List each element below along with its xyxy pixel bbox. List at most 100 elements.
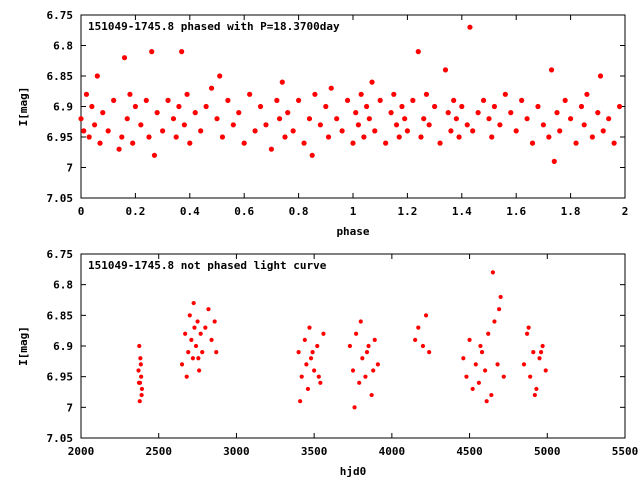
- data-point: [230, 122, 236, 128]
- data-point: [154, 110, 160, 116]
- data-point: [361, 134, 367, 140]
- data-point: [578, 103, 585, 110]
- data-point: [470, 386, 475, 392]
- data-point: [524, 116, 530, 122]
- data-point: [402, 116, 408, 122]
- data-point: [312, 91, 318, 97]
- data-point: [410, 97, 416, 103]
- data-point: [364, 103, 370, 110]
- data-point: [328, 85, 334, 91]
- plot-title: 151049-1745.8 phased with P=18.3700day: [88, 20, 340, 33]
- data-point: [453, 116, 459, 122]
- data-point: [486, 331, 491, 336]
- data-point: [364, 350, 370, 355]
- y-tick-label: 7.05: [47, 432, 74, 445]
- data-point: [203, 325, 208, 330]
- data-point: [298, 399, 303, 404]
- data-point: [611, 140, 617, 146]
- data-point: [416, 325, 421, 330]
- data-point: [391, 91, 397, 97]
- data-point: [306, 116, 313, 122]
- data-point: [421, 116, 427, 122]
- data-point: [448, 128, 454, 134]
- data-point: [191, 300, 196, 306]
- data-point: [554, 110, 560, 116]
- data-point: [404, 128, 410, 134]
- data-point: [179, 49, 185, 55]
- x-axis-label: phase: [336, 225, 369, 238]
- x-tick-label: 2: [622, 205, 629, 218]
- data-point: [423, 313, 429, 318]
- data-point: [423, 91, 430, 97]
- data-point: [490, 270, 495, 275]
- data-point: [399, 103, 405, 110]
- data-point: [198, 128, 204, 134]
- data-point: [296, 97, 302, 103]
- data-point: [358, 91, 364, 97]
- data-point: [581, 122, 587, 128]
- data-point: [491, 103, 498, 110]
- y-tick-label: 6.9: [53, 101, 73, 114]
- data-point: [160, 128, 166, 134]
- data-point: [521, 362, 527, 367]
- data-point: [151, 152, 158, 158]
- data-point: [445, 110, 451, 116]
- data-point: [299, 374, 304, 379]
- data-point: [480, 97, 487, 103]
- y-tick-label: 6.8: [53, 279, 73, 292]
- y-tick-label: 6.95: [47, 131, 74, 144]
- y-axis-label: I[mag]: [17, 326, 30, 366]
- data-point: [427, 350, 432, 355]
- data-point: [132, 103, 138, 110]
- data-point: [176, 103, 182, 110]
- data-point: [476, 380, 481, 385]
- data-point: [420, 343, 426, 349]
- data-point: [276, 116, 283, 122]
- data-point: [236, 110, 242, 116]
- data-point: [318, 380, 323, 385]
- data-point: [459, 103, 465, 110]
- data-point: [497, 307, 502, 312]
- data-point: [357, 380, 362, 385]
- data-point: [282, 134, 288, 140]
- x-tick-label: 2000: [68, 445, 95, 458]
- data-point: [305, 386, 311, 392]
- data-point: [451, 97, 457, 103]
- data-point: [307, 325, 312, 330]
- data-point: [173, 134, 179, 140]
- data-point: [344, 97, 351, 103]
- data-point: [573, 140, 579, 146]
- data-point: [139, 374, 144, 379]
- data-point: [529, 140, 536, 146]
- phased-light-curve-panel: 0 0.2 0.4 0.6 0.8 1 1.2 1.4 1.6 1.8 2 6.75 6.8 6.85 6.…: [17, 9, 628, 238]
- data-point: [192, 325, 197, 330]
- data-point: [388, 110, 394, 116]
- data-point: [418, 134, 424, 140]
- y-tick-label: 6.8: [53, 40, 73, 53]
- data-point: [464, 122, 470, 128]
- data-point: [600, 128, 606, 134]
- data-point: [495, 362, 500, 367]
- data-point: [535, 103, 541, 110]
- plot-frame: [80, 14, 626, 199]
- data-point: [317, 122, 323, 128]
- data-point: [461, 356, 466, 361]
- data-point: [350, 140, 356, 146]
- data-point: [393, 122, 400, 128]
- y-axis-label: I[mag]: [17, 87, 30, 127]
- data-point: [358, 319, 363, 324]
- data-point: [184, 91, 190, 97]
- y-tick-label: 6.75: [47, 9, 74, 22]
- data-point: [83, 91, 90, 97]
- data-point: [540, 343, 545, 349]
- data-point: [484, 399, 489, 404]
- data-point: [606, 116, 612, 122]
- data-point: [192, 110, 198, 116]
- data-point: [353, 110, 359, 116]
- data-point: [497, 122, 503, 128]
- data-point: [308, 356, 314, 361]
- data-point: [257, 103, 264, 110]
- x-axis-label: hjd0: [340, 465, 367, 478]
- data-point: [187, 313, 192, 318]
- data-point: [78, 116, 84, 122]
